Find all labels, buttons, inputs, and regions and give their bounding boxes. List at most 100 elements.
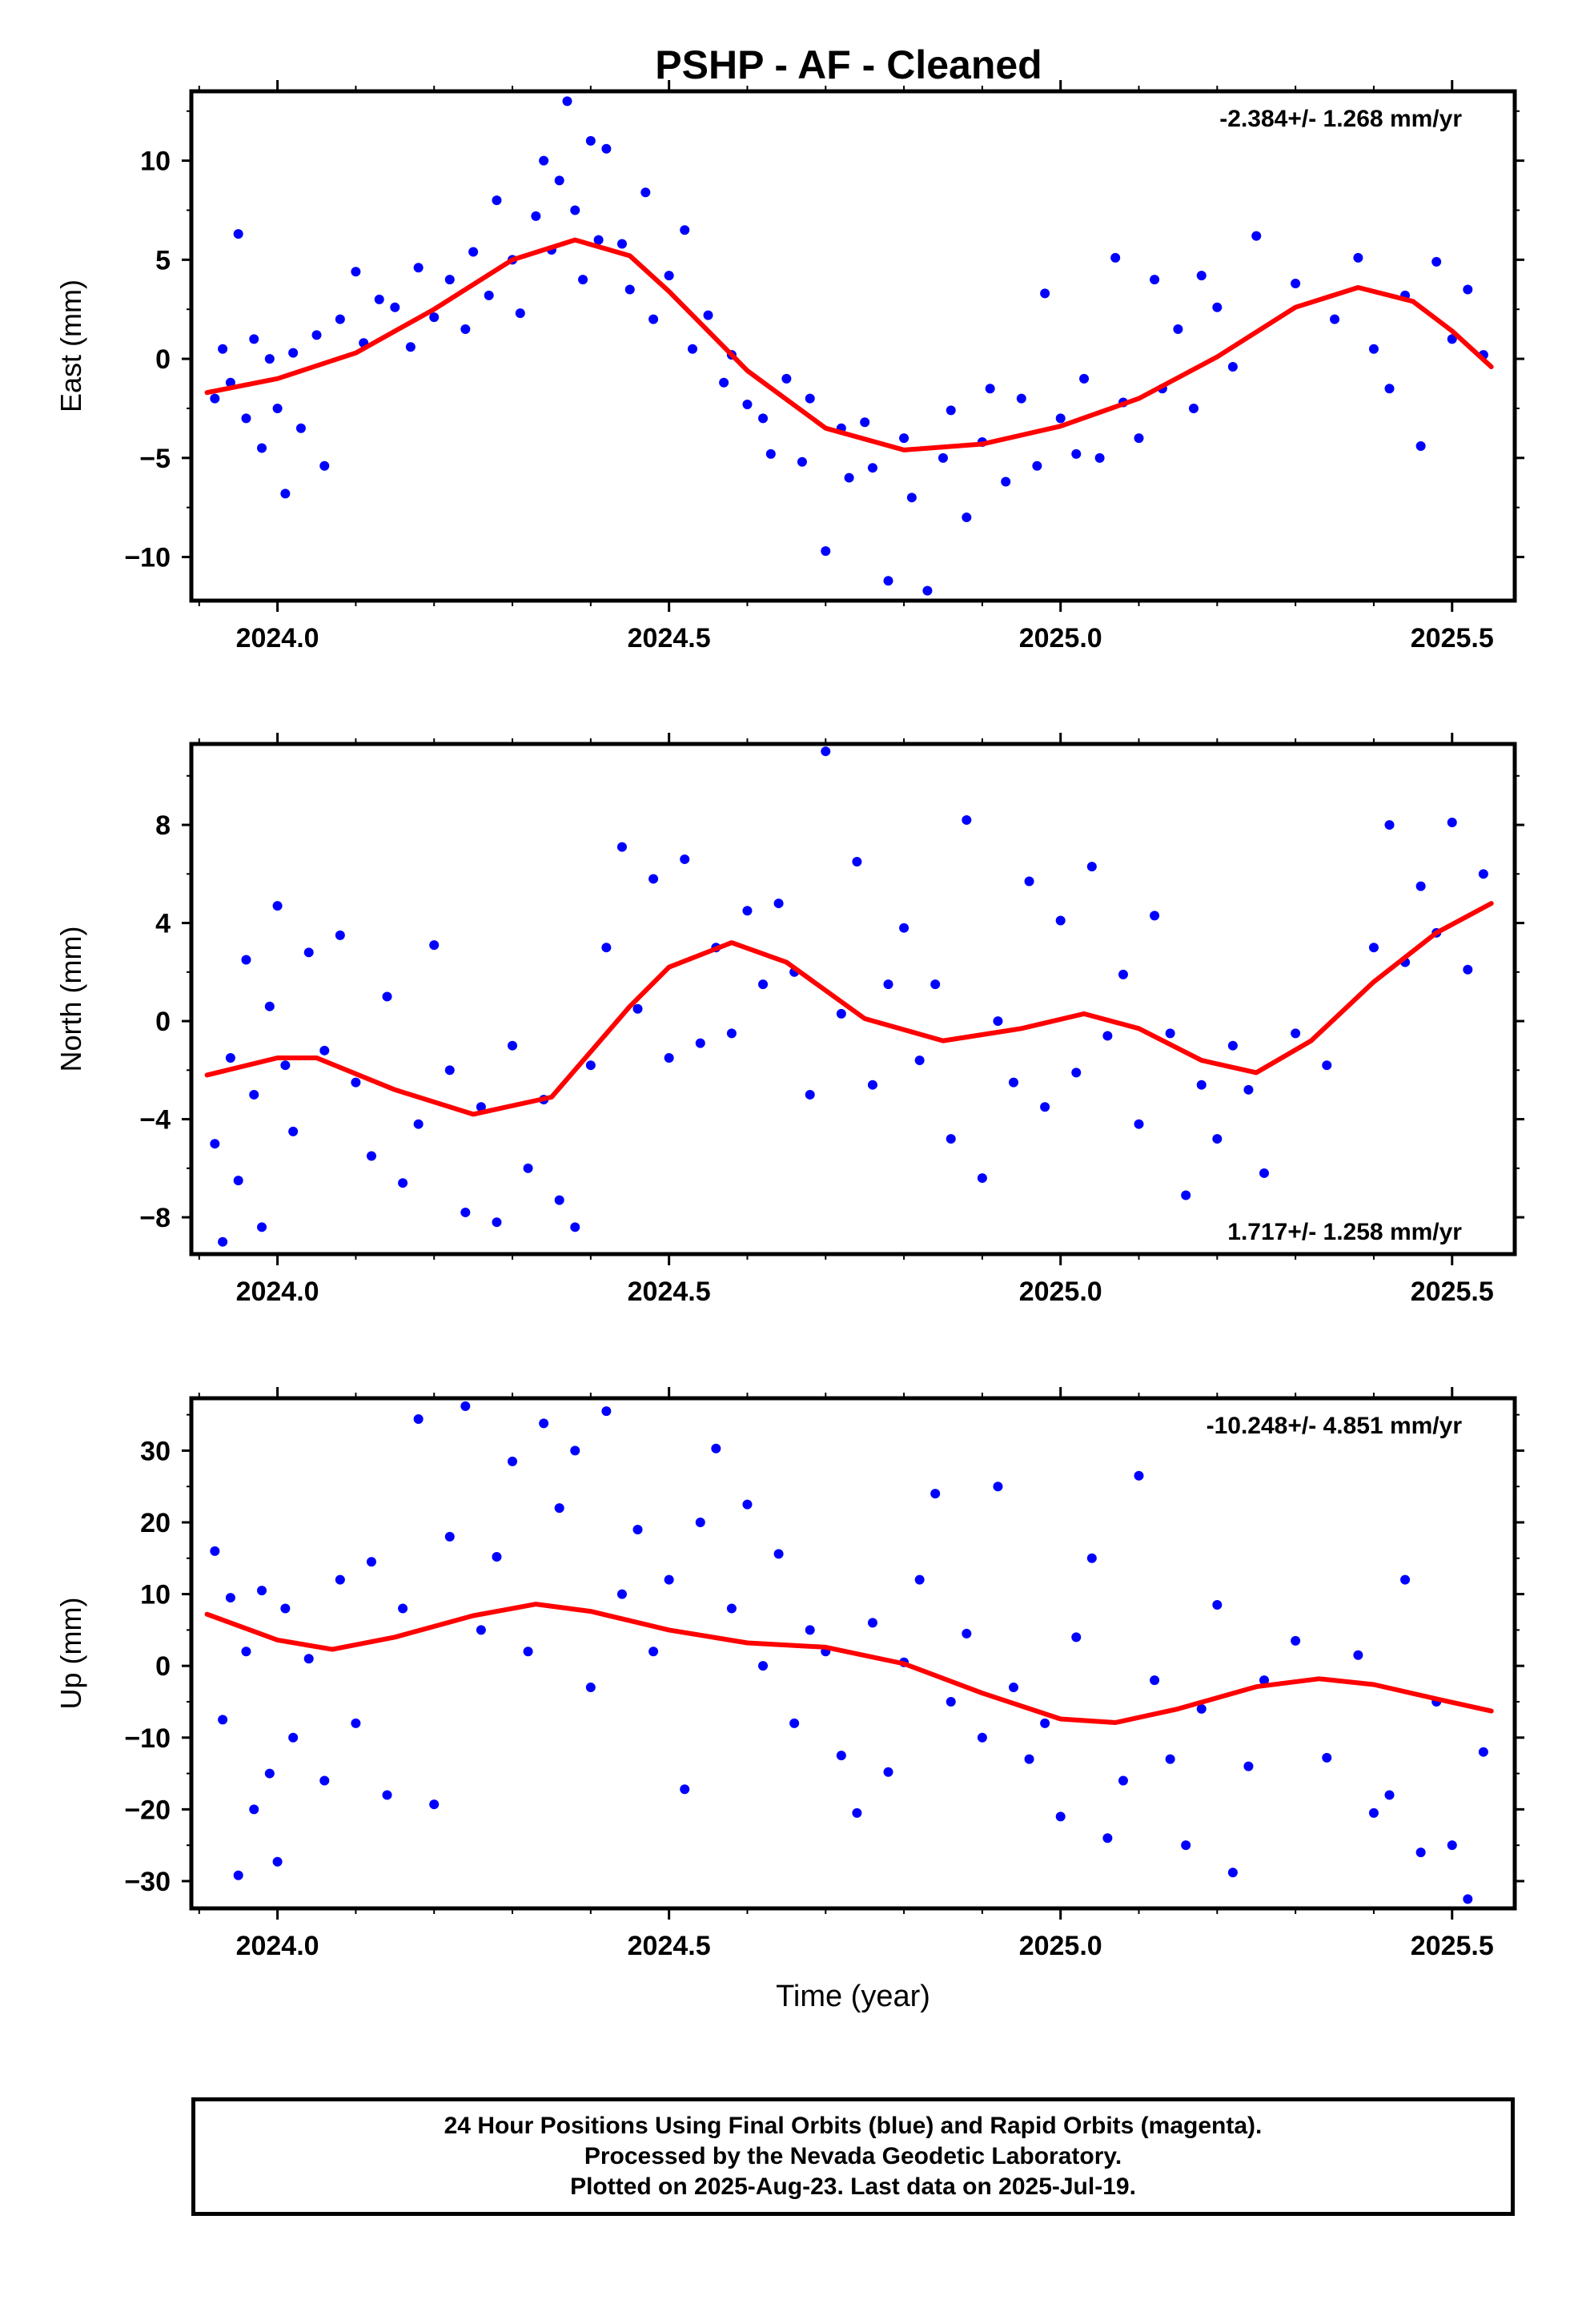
y-tick-label: −20 [124,1795,171,1825]
chart-title: PSHP - AF - Cleaned [655,42,1042,87]
data-point [1384,1790,1395,1800]
data-point [460,1207,471,1217]
data-point [288,1126,299,1136]
data-point [844,472,854,483]
panel-up: −30 −20 −10 0 10 20 30 2024.0 2024.5 2025.0 2025.5… [54,1387,1524,2013]
data-point [570,1222,580,1232]
data-point [1322,1752,1332,1763]
y-tick-label: 10 [140,147,171,177]
y-tick-label: 0 [155,1007,171,1037]
data-point [616,239,627,249]
plot-frame [189,89,1517,603]
data-point [335,930,345,940]
data-point [295,423,306,433]
data-point [938,452,948,463]
y-tick-label: 30 [140,1436,171,1466]
data-point [906,493,917,503]
x-tick-label: 2024.0 [236,1277,319,1307]
x-tick-label: 2025.0 [1019,1931,1102,1961]
data-point [272,1856,283,1867]
data-point [601,143,612,154]
data-point [1150,1675,1160,1686]
data-point [476,1625,486,1635]
data-point [1110,252,1121,263]
data-point [444,1531,455,1542]
data-point [977,1173,987,1184]
data-point [1353,252,1363,263]
data-point [1181,1840,1191,1851]
data-point [1165,1754,1175,1764]
data-point [233,1870,243,1880]
data-point [523,1647,533,1657]
data-point [821,746,831,757]
data-point [374,294,384,304]
data-point [280,1060,291,1071]
data-point [444,1065,455,1076]
data-point [390,302,400,312]
data-layer [204,96,1494,596]
data-point [1463,964,1473,975]
data-point [218,1236,228,1247]
data-point [460,324,471,334]
data-point [1415,881,1426,891]
data-point [852,1807,862,1818]
data-point [554,1195,564,1205]
data-layer [204,1401,1494,1904]
data-point [554,175,564,186]
data-point [1330,314,1340,324]
data-point [1463,284,1473,295]
data-point [1102,1833,1113,1844]
data-point [1478,1747,1488,1757]
data-point [257,1586,267,1596]
data-point [664,1574,674,1585]
y-tick-label: −30 [124,1867,171,1897]
data-point [1368,943,1379,953]
data-point [311,330,322,340]
data-point [319,1045,330,1055]
data-point [985,384,995,394]
data-point [993,1482,1003,1492]
data-point [303,947,314,958]
data-point [429,312,440,323]
data-point [962,1628,972,1638]
y-tick-label: −4 [139,1105,171,1136]
data-point [632,1524,643,1534]
x-tick-label: 2025.5 [1411,1931,1494,1961]
data-point [664,1053,674,1063]
data-point [922,585,933,596]
data-point [993,1016,1003,1027]
data-point [585,1060,596,1071]
data-point [218,1715,228,1725]
data-point [539,1418,549,1429]
data-point [570,1445,580,1456]
data-point [515,308,525,319]
data-point [695,1517,705,1527]
panel-east: −10 −5 0 5 10 2024.0 2024.5 2025.0 2025.5 East (m… [54,80,1524,653]
data-point [288,1732,299,1743]
data-point [962,513,972,523]
data-point [695,1038,705,1048]
data-point [1447,1840,1457,1851]
data-point [523,1163,533,1173]
data-point [1227,1040,1238,1051]
data-point [1478,869,1488,879]
y-tick-label: 8 [155,810,171,841]
data-point [1463,1894,1473,1904]
data-point [578,275,588,285]
data-point [1001,476,1011,487]
data-point [1055,1811,1066,1822]
data-point [249,334,259,344]
data-point [680,1784,690,1795]
data-point [648,314,659,324]
data-point [1055,915,1066,926]
data-point [758,979,769,990]
data-point [460,1401,471,1411]
data-point [946,1134,956,1144]
data-point [1196,1080,1207,1090]
data-point [719,377,729,388]
rate-label: -2.384+/- 1.268 mm/yr [1219,106,1462,132]
data-point [1243,1761,1254,1771]
data-point [351,1718,361,1728]
data-point [632,1003,643,1014]
